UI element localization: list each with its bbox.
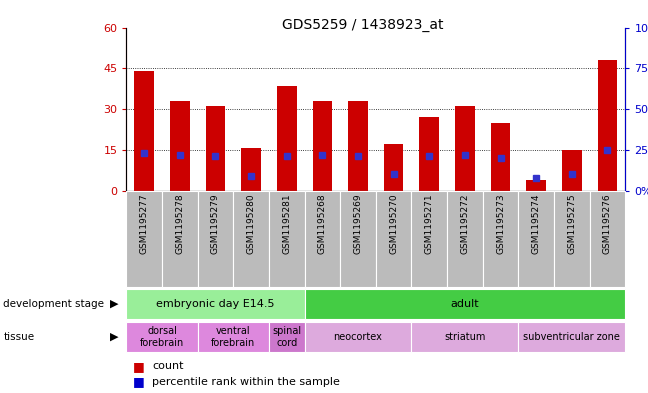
Bar xyxy=(305,322,411,352)
Text: count: count xyxy=(152,361,184,371)
Text: GSM1195278: GSM1195278 xyxy=(176,193,184,254)
Text: spinal
cord: spinal cord xyxy=(272,326,301,348)
Bar xyxy=(526,180,546,191)
Bar xyxy=(312,101,332,191)
Bar xyxy=(126,191,162,287)
Bar xyxy=(241,149,261,191)
Bar xyxy=(483,191,518,287)
Bar xyxy=(205,107,226,191)
Text: ■: ■ xyxy=(133,375,145,389)
Bar xyxy=(340,191,376,287)
Text: adult: adult xyxy=(450,299,480,309)
Text: ▶: ▶ xyxy=(110,299,119,309)
Bar xyxy=(447,191,483,287)
Text: GSM1195274: GSM1195274 xyxy=(532,193,540,254)
Bar xyxy=(134,71,154,191)
Bar xyxy=(518,322,625,352)
Bar xyxy=(198,191,233,287)
Text: dorsal
forebrain: dorsal forebrain xyxy=(140,326,184,348)
Bar xyxy=(305,288,625,319)
Bar xyxy=(126,288,305,319)
Bar xyxy=(590,191,625,287)
Bar xyxy=(348,101,368,191)
Bar xyxy=(562,150,582,191)
Text: striatum: striatum xyxy=(445,332,485,342)
Bar xyxy=(411,322,518,352)
Text: GDS5259 / 1438923_at: GDS5259 / 1438923_at xyxy=(282,18,444,32)
Text: embryonic day E14.5: embryonic day E14.5 xyxy=(156,299,275,309)
Bar xyxy=(126,322,198,352)
Text: GSM1195269: GSM1195269 xyxy=(354,193,362,254)
Text: GSM1195275: GSM1195275 xyxy=(568,193,576,254)
Text: neocortex: neocortex xyxy=(334,332,382,342)
Text: ■: ■ xyxy=(133,360,145,373)
Text: GSM1195270: GSM1195270 xyxy=(389,193,398,254)
Text: percentile rank within the sample: percentile rank within the sample xyxy=(152,377,340,387)
Bar xyxy=(597,60,618,191)
Text: tissue: tissue xyxy=(3,332,34,342)
Text: GSM1195268: GSM1195268 xyxy=(318,193,327,254)
Bar xyxy=(233,191,269,287)
Text: GSM1195280: GSM1195280 xyxy=(247,193,255,254)
Text: development stage: development stage xyxy=(3,299,104,309)
Text: GSM1195276: GSM1195276 xyxy=(603,193,612,254)
Text: GSM1195272: GSM1195272 xyxy=(461,193,469,254)
Bar xyxy=(384,144,404,191)
Bar xyxy=(419,117,439,191)
Bar xyxy=(269,322,305,352)
Bar xyxy=(491,123,511,191)
Text: subventricular zone: subventricular zone xyxy=(524,332,620,342)
Text: ventral
forebrain: ventral forebrain xyxy=(211,326,255,348)
Text: ▶: ▶ xyxy=(110,332,119,342)
Bar xyxy=(455,107,475,191)
Text: GSM1195277: GSM1195277 xyxy=(140,193,148,254)
Text: GSM1195273: GSM1195273 xyxy=(496,193,505,254)
Bar xyxy=(554,191,590,287)
Bar xyxy=(162,191,198,287)
Text: GSM1195271: GSM1195271 xyxy=(425,193,434,254)
Bar xyxy=(269,191,305,287)
Bar xyxy=(376,191,411,287)
Bar xyxy=(198,322,269,352)
Bar xyxy=(411,191,447,287)
Bar xyxy=(305,191,340,287)
Bar xyxy=(518,191,554,287)
Bar xyxy=(277,86,297,191)
Bar xyxy=(170,101,190,191)
Text: GSM1195279: GSM1195279 xyxy=(211,193,220,254)
Text: GSM1195281: GSM1195281 xyxy=(283,193,291,254)
